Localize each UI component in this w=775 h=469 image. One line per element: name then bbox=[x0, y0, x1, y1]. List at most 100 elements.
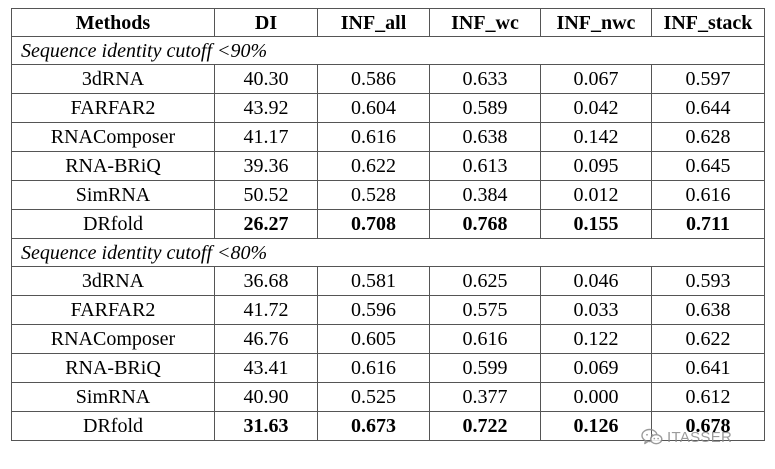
cell-inf-all: 0.708 bbox=[317, 209, 430, 239]
cell-inf-wc: 0.625 bbox=[429, 266, 541, 296]
cell-inf-wc: 0.589 bbox=[429, 93, 541, 123]
cell-method: 3dRNA bbox=[11, 64, 215, 94]
table-body: Sequence identity cutoff <90% 3dRNA 40.30 0… bbox=[11, 36, 765, 441]
cell-inf-all: 0.616 bbox=[317, 353, 430, 383]
watermark: ITASSER bbox=[641, 428, 732, 446]
cell-inf-wc: 0.768 bbox=[429, 209, 541, 239]
cell-inf-stack: 0.628 bbox=[651, 122, 765, 152]
cell-inf-stack: 0.616 bbox=[651, 180, 765, 210]
cell-inf-all: 0.586 bbox=[317, 64, 430, 94]
cell-method: RNAComposer bbox=[11, 324, 215, 354]
cell-inf-all: 0.596 bbox=[317, 295, 430, 325]
cell-inf-stack: 0.593 bbox=[651, 266, 765, 296]
cell-di: 26.27 bbox=[214, 209, 318, 239]
header-di: DI bbox=[214, 8, 318, 37]
cell-inf-all: 0.605 bbox=[317, 324, 430, 354]
cell-inf-wc: 0.384 bbox=[429, 180, 541, 210]
cell-inf-nwc: 0.033 bbox=[540, 295, 652, 325]
cell-inf-nwc: 0.042 bbox=[540, 93, 652, 123]
header-methods: Methods bbox=[11, 8, 215, 37]
table-row: SimRNA 50.52 0.528 0.384 0.012 0.616 bbox=[11, 180, 765, 210]
cell-inf-stack: 0.612 bbox=[651, 382, 765, 412]
cell-inf-nwc: 0.067 bbox=[540, 64, 652, 94]
table-row: FARFAR2 41.72 0.596 0.575 0.033 0.638 bbox=[11, 295, 765, 325]
cell-inf-stack: 0.622 bbox=[651, 324, 765, 354]
cell-inf-all: 0.673 bbox=[317, 411, 430, 441]
cell-di: 41.72 bbox=[214, 295, 318, 325]
watermark-text: ITASSER bbox=[667, 428, 733, 446]
cell-inf-all: 0.528 bbox=[317, 180, 430, 210]
cell-di: 41.17 bbox=[214, 122, 318, 152]
table-row: RNAComposer 41.17 0.616 0.638 0.142 0.628 bbox=[11, 122, 765, 152]
cell-inf-stack: 0.597 bbox=[651, 64, 765, 94]
cell-inf-nwc: 0.122 bbox=[540, 324, 652, 354]
cell-inf-nwc: 0.012 bbox=[540, 180, 652, 210]
cell-inf-wc: 0.638 bbox=[429, 122, 541, 152]
cell-di: 50.52 bbox=[214, 180, 318, 210]
cell-di: 39.36 bbox=[214, 151, 318, 181]
header-inf-all: INF_all bbox=[317, 8, 430, 37]
wechat-icon bbox=[641, 428, 663, 446]
cell-inf-wc: 0.613 bbox=[429, 151, 541, 181]
cell-inf-wc: 0.377 bbox=[429, 382, 541, 412]
table-row: DRfold 26.27 0.708 0.768 0.155 0.711 bbox=[11, 209, 765, 239]
header-row: Methods DI INF_all INF_wc INF_nwc INF_st… bbox=[11, 8, 765, 37]
cell-inf-stack: 0.645 bbox=[651, 151, 765, 181]
cell-inf-all: 0.604 bbox=[317, 93, 430, 123]
table-row: 3dRNA 36.68 0.581 0.625 0.046 0.593 bbox=[11, 266, 765, 296]
cell-inf-stack: 0.678 bbox=[651, 411, 765, 441]
cell-method: RNA-BRiQ bbox=[11, 353, 215, 383]
header-inf-stack: INF_stack bbox=[651, 8, 765, 37]
cell-di: 40.90 bbox=[214, 382, 318, 412]
cell-di: 31.63 bbox=[214, 411, 318, 441]
cell-inf-stack: 0.644 bbox=[651, 93, 765, 123]
cell-inf-nwc: 0.142 bbox=[540, 122, 652, 152]
cell-method: FARFAR2 bbox=[11, 93, 215, 123]
cell-di: 43.92 bbox=[214, 93, 318, 123]
cell-inf-wc: 0.575 bbox=[429, 295, 541, 325]
section-label: Sequence identity cutoff <90% bbox=[11, 36, 765, 65]
table-row: 3dRNA 40.30 0.586 0.633 0.067 0.597 bbox=[11, 64, 765, 94]
cell-inf-wc: 0.616 bbox=[429, 324, 541, 354]
cell-method: SimRNA bbox=[11, 180, 215, 210]
section-row: Sequence identity cutoff <80% bbox=[11, 238, 765, 267]
cell-inf-stack: 0.641 bbox=[651, 353, 765, 383]
table-row: RNA-BRiQ 39.36 0.622 0.613 0.095 0.645 bbox=[11, 151, 765, 181]
cell-inf-all: 0.622 bbox=[317, 151, 430, 181]
cell-method: DRfold bbox=[11, 209, 215, 239]
cell-inf-nwc: 0.126 bbox=[540, 411, 652, 441]
cell-di: 40.30 bbox=[214, 64, 318, 94]
cell-inf-all: 0.616 bbox=[317, 122, 430, 152]
cell-inf-nwc: 0.046 bbox=[540, 266, 652, 296]
cell-method: 3dRNA bbox=[11, 266, 215, 296]
cell-method: DRfold bbox=[11, 411, 215, 441]
table-row: RNA-BRiQ 43.41 0.616 0.599 0.069 0.641 bbox=[11, 353, 765, 383]
cell-inf-nwc: 0.069 bbox=[540, 353, 652, 383]
section-label: Sequence identity cutoff <80% bbox=[11, 238, 765, 267]
table-row: RNAComposer 46.76 0.605 0.616 0.122 0.622 bbox=[11, 324, 765, 354]
section-row: Sequence identity cutoff <90% bbox=[11, 36, 765, 65]
cell-method: RNAComposer bbox=[11, 122, 215, 152]
header-inf-wc: INF_wc bbox=[429, 8, 541, 37]
cell-inf-nwc: 0.000 bbox=[540, 382, 652, 412]
cell-inf-stack: 0.711 bbox=[651, 209, 765, 239]
cell-inf-wc: 0.722 bbox=[429, 411, 541, 441]
cell-di: 46.76 bbox=[214, 324, 318, 354]
cell-inf-all: 0.581 bbox=[317, 266, 430, 296]
cell-method: RNA-BRiQ bbox=[11, 151, 215, 181]
cell-method: FARFAR2 bbox=[11, 295, 215, 325]
cell-di: 43.41 bbox=[214, 353, 318, 383]
table-header: Methods DI INF_all INF_wc INF_nwc INF_st… bbox=[11, 8, 765, 37]
cell-method: SimRNA bbox=[11, 382, 215, 412]
cell-inf-stack: 0.638 bbox=[651, 295, 765, 325]
table-row: SimRNA 40.90 0.525 0.377 0.000 0.612 bbox=[11, 382, 765, 412]
table-row: DRfold 31.63 0.673 0.722 0.126 0.678 bbox=[11, 411, 765, 441]
header-inf-nwc: INF_nwc bbox=[540, 8, 652, 37]
table-row: FARFAR2 43.92 0.604 0.589 0.042 0.644 bbox=[11, 93, 765, 123]
cell-inf-wc: 0.599 bbox=[429, 353, 541, 383]
cell-di: 36.68 bbox=[214, 266, 318, 296]
cell-inf-all: 0.525 bbox=[317, 382, 430, 412]
cell-inf-wc: 0.633 bbox=[429, 64, 541, 94]
cell-inf-nwc: 0.155 bbox=[540, 209, 652, 239]
cell-inf-nwc: 0.095 bbox=[540, 151, 652, 181]
